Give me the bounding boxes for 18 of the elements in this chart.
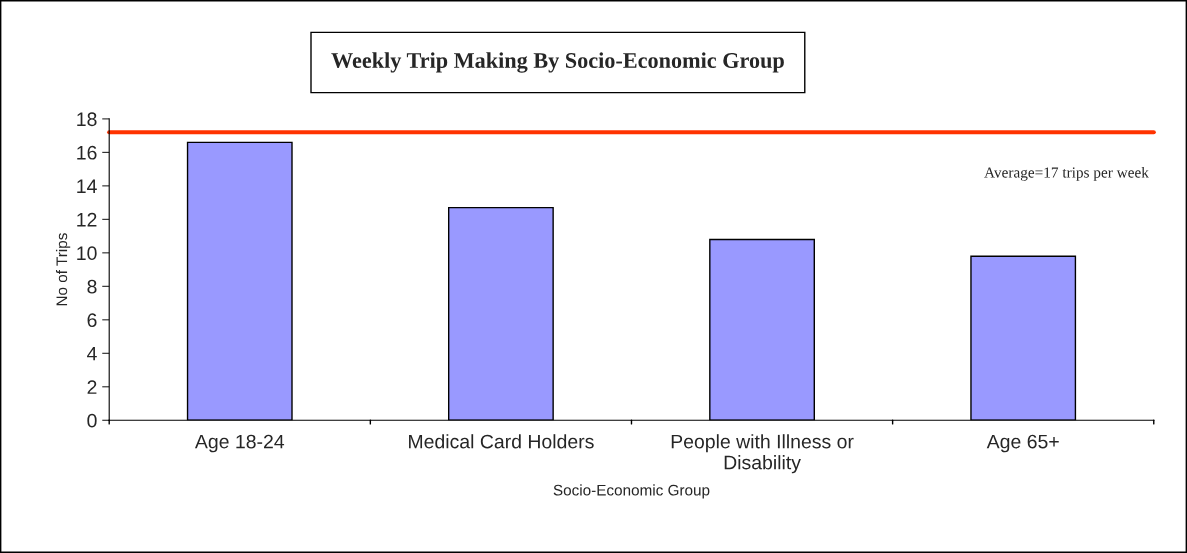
y-tick-label: 0 bbox=[87, 413, 97, 428]
y-tick-label: 12 bbox=[77, 212, 97, 227]
x-tick-label: People with Illness or Disability bbox=[671, 434, 854, 474]
y-tick-label: 8 bbox=[87, 279, 97, 294]
y-tick-label: 6 bbox=[87, 313, 97, 328]
y-tick-label: 18 bbox=[77, 112, 97, 127]
x-tick-label: Age 65+ bbox=[986, 434, 1059, 453]
x-axis-title: Socio-Economic Group bbox=[553, 484, 710, 499]
x-tick-label: Age 18-24 bbox=[194, 434, 285, 453]
ref-line-label: Average=17 trips per week bbox=[984, 166, 1149, 181]
y-tick-label: 10 bbox=[77, 246, 97, 261]
y-axis-title: No of Trips bbox=[55, 233, 71, 306]
y-tick-label: 2 bbox=[87, 380, 97, 394]
chart-title: Weekly Trip Making By Socio-Economic Group bbox=[331, 52, 784, 73]
y-tick-label: 16 bbox=[77, 145, 97, 160]
y-tick-label: 14 bbox=[77, 179, 97, 193]
y-tick-label: 4 bbox=[87, 346, 97, 361]
x-tick-label: Medical Card Holders bbox=[409, 434, 594, 449]
